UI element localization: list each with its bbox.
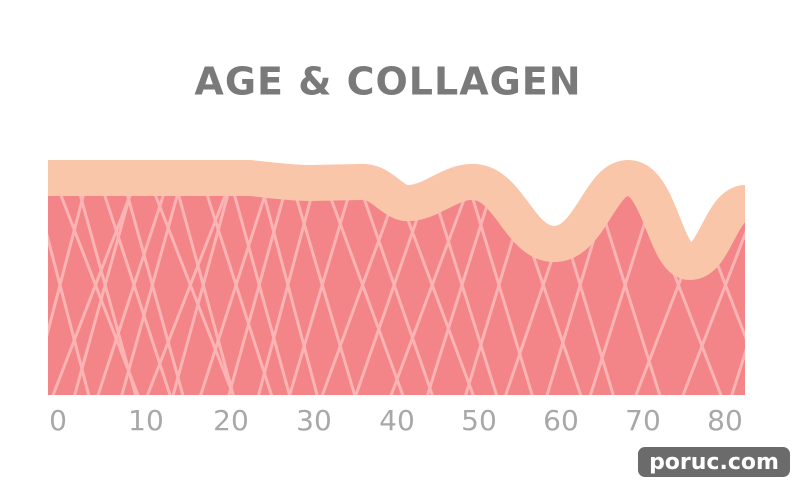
fiber bbox=[352, 192, 436, 395]
fiber bbox=[48, 192, 92, 395]
age-label: 80 bbox=[707, 404, 743, 437]
dermis bbox=[48, 178, 745, 395]
age-label: 30 bbox=[296, 404, 332, 437]
watermark: poruc.com bbox=[649, 450, 779, 475]
fiber bbox=[462, 192, 536, 395]
fiber bbox=[197, 192, 275, 395]
title: AGE & COLLAGEN bbox=[194, 60, 581, 104]
age-axis: 0 10 20 30 40 50 60 70 80 bbox=[49, 404, 743, 437]
fiber bbox=[255, 192, 320, 395]
fiber bbox=[728, 192, 745, 395]
fiber bbox=[170, 192, 237, 395]
fiber bbox=[319, 192, 407, 395]
fiber bbox=[286, 192, 358, 395]
age-label: 60 bbox=[543, 404, 579, 437]
age-label: 0 bbox=[49, 404, 67, 437]
epidermis bbox=[48, 159, 745, 281]
skin-layers bbox=[48, 159, 745, 395]
age-label: 40 bbox=[379, 404, 415, 437]
age-label: 20 bbox=[213, 404, 249, 437]
watermark-badge bbox=[638, 447, 790, 477]
age-label: 50 bbox=[461, 404, 497, 437]
fiber bbox=[71, 192, 139, 395]
fiber bbox=[144, 192, 237, 395]
fiber bbox=[226, 192, 293, 395]
age-label: 10 bbox=[128, 404, 164, 437]
age-label: 70 bbox=[625, 404, 661, 437]
fiber bbox=[119, 192, 186, 395]
collagen-fibers bbox=[48, 192, 745, 395]
